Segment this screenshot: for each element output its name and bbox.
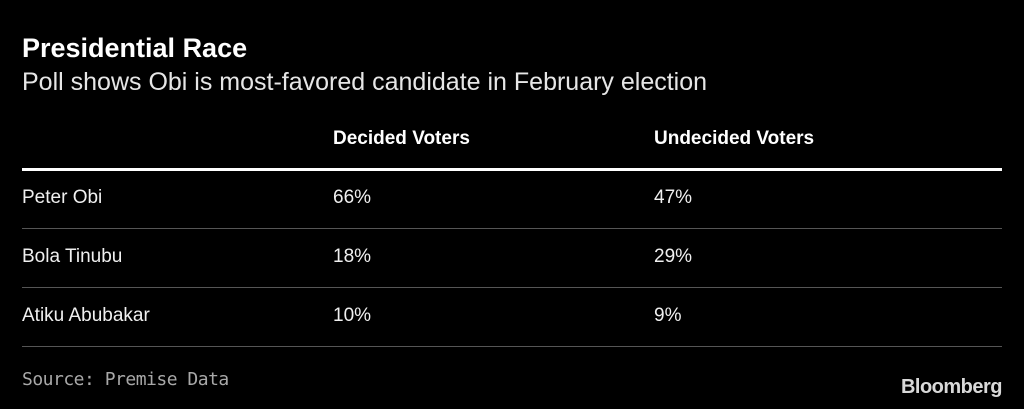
column-header: Decided Voters (333, 128, 470, 149)
cell: 66% (333, 187, 372, 208)
cell: 47% (654, 187, 693, 208)
brand-logo: Bloomberg (900, 376, 1003, 398)
source: Source: Premise Data (22, 369, 229, 390)
column-header: Undecided Voters (654, 128, 815, 149)
row-label: Bola Tinubu (22, 246, 123, 267)
row-label: Peter Obi (22, 187, 103, 208)
title: Presidential Race (22, 33, 248, 63)
cell: 29% (654, 246, 693, 267)
subtitle: Poll shows Obi is most-favored candidate… (22, 68, 708, 96)
row-separator (22, 228, 1002, 229)
row-separator (22, 287, 1002, 288)
row-label: Atiku Abubakar (22, 305, 150, 326)
row-separator (22, 346, 1002, 347)
cell: 10% (333, 305, 372, 326)
cell: 18% (333, 246, 372, 267)
header-rule (22, 168, 1002, 171)
cell: 9% (654, 305, 682, 326)
